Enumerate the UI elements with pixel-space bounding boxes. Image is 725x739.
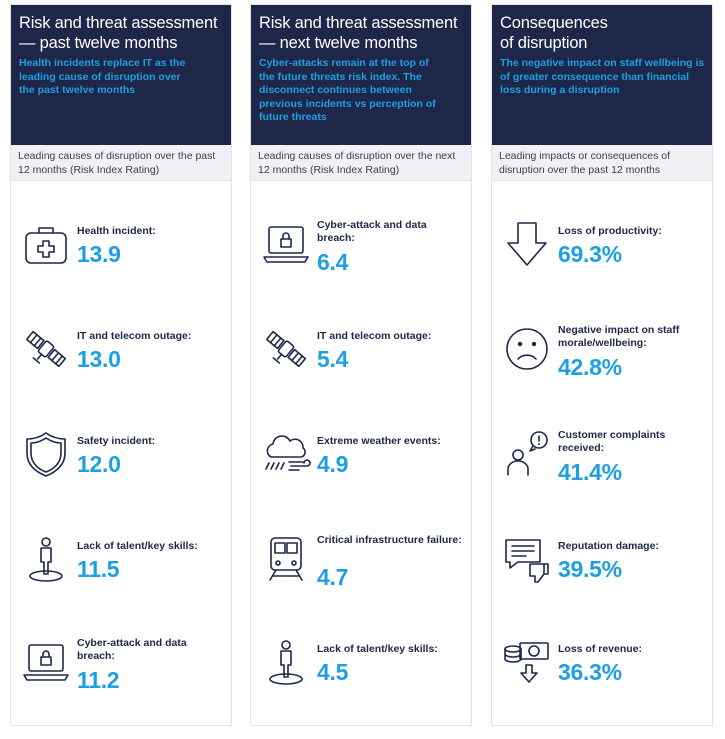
title-line-2: — next twelve months bbox=[259, 34, 418, 52]
item-value: 4.9 bbox=[317, 451, 349, 477]
list-item: Negative impact on staff morale/wellbein… bbox=[492, 320, 712, 390]
down-arrow-icon bbox=[502, 219, 552, 269]
item-label: Customer complaints received: bbox=[558, 429, 666, 454]
title-line-1: Risk and threat assessment bbox=[259, 14, 458, 32]
satellite-icon bbox=[21, 324, 71, 374]
title-line-2: — past twelve months bbox=[19, 34, 178, 52]
money-loss-icon bbox=[502, 637, 552, 687]
laptop-lock-icon bbox=[261, 219, 311, 269]
item-value: 11.5 bbox=[77, 556, 120, 582]
column-consequences: Consequences of disruption The negative i… bbox=[491, 4, 713, 726]
item-label: IT and telecom outage: bbox=[317, 330, 432, 342]
item-label: Lack of talent/key skills: bbox=[317, 643, 438, 655]
list-item: Reputation damage: 39.5% bbox=[492, 530, 712, 600]
shield-icon bbox=[21, 429, 71, 479]
train-icon bbox=[261, 534, 311, 584]
column-summary: Cyber-attacks remain at the top of the f… bbox=[259, 57, 436, 123]
item-value: 13.9 bbox=[77, 241, 121, 267]
column-header: Consequences of disruption The negative i… bbox=[492, 5, 712, 145]
item-value: 36.3% bbox=[558, 659, 622, 685]
column-next-twelve-months: Risk and threat assessment — next twelve … bbox=[250, 4, 472, 726]
person-pin-icon bbox=[21, 534, 71, 584]
item-label: Reputation damage: bbox=[558, 540, 659, 552]
satellite-icon bbox=[261, 324, 311, 374]
item-value: 11.2 bbox=[77, 667, 120, 693]
item-value: 69.3% bbox=[558, 241, 622, 267]
title-line-2: of disruption bbox=[500, 34, 588, 52]
item-value: 4.5 bbox=[317, 659, 349, 685]
item-value: 6.4 bbox=[317, 249, 349, 275]
list-item: Lack of talent/key skills: 11.5 bbox=[11, 530, 231, 600]
item-label: Loss of revenue: bbox=[558, 643, 643, 655]
list-item: Loss of revenue: 36.3% bbox=[492, 633, 712, 703]
item-label: Cyber-attack and data breach: bbox=[317, 219, 427, 244]
list-item: Extreme weather events: 4.9 bbox=[251, 425, 471, 495]
column-past-twelve-months: Risk and threat assessment — past twelve … bbox=[10, 4, 232, 726]
column-summary: Health incidents replace IT as the leadi… bbox=[19, 57, 186, 96]
column-title: Consequences of disruption bbox=[500, 13, 704, 53]
list-item: Cyber-attack and data breach: 11.2 bbox=[11, 633, 231, 703]
list-item: IT and telecom outage: 13.0 bbox=[11, 320, 231, 390]
list-item: Health incident: 13.9 bbox=[11, 215, 231, 285]
item-value: 42.8% bbox=[558, 354, 622, 380]
item-label: Loss of productivity: bbox=[558, 225, 662, 237]
list-item: Customer complaints received: 41.4% bbox=[492, 425, 712, 495]
column-summary: The negative impact on staff wellbeing i… bbox=[500, 57, 705, 96]
list-item: Loss of productivity: 69.3% bbox=[492, 215, 712, 285]
sad-face-icon bbox=[502, 324, 552, 374]
column-subheading: Leading impacts or consequences of disru… bbox=[492, 145, 712, 181]
list-item: Lack of talent/key skills: 4.5 bbox=[251, 633, 471, 703]
list-item: Cyber-attack and data breach: 6.4 bbox=[251, 215, 471, 285]
list-item: Critical infrastructure failure: 4.7 bbox=[251, 530, 471, 600]
item-value: 13.0 bbox=[77, 346, 121, 372]
column-header: Risk and threat assessment — next twelve … bbox=[251, 5, 471, 145]
column-subheading: Leading causes of disruption over the pa… bbox=[11, 145, 231, 181]
column-title: Risk and threat assessment — past twelve … bbox=[19, 13, 223, 53]
laptop-lock-icon bbox=[21, 637, 71, 687]
column-title: Risk and threat assessment — next twelve … bbox=[259, 13, 463, 53]
item-value: 39.5% bbox=[558, 556, 622, 582]
column-header: Risk and threat assessment — past twelve … bbox=[11, 5, 231, 145]
item-label: Negative impact on staff morale/wellbein… bbox=[558, 324, 680, 349]
person-pin-icon bbox=[261, 637, 311, 687]
item-label: Critical infrastructure failure: bbox=[317, 534, 462, 546]
item-label: Health incident: bbox=[77, 225, 156, 237]
item-label: Extreme weather events: bbox=[317, 435, 441, 447]
item-value: 5.4 bbox=[317, 346, 349, 372]
thumbs-down-chat-icon bbox=[502, 534, 552, 584]
complaint-person-icon bbox=[502, 429, 552, 479]
list-item: IT and telecom outage: 5.4 bbox=[251, 320, 471, 390]
title-line-1: Consequences bbox=[500, 14, 608, 32]
list-item: Safety incident: 12.0 bbox=[11, 425, 231, 495]
item-value: 41.4% bbox=[558, 459, 622, 485]
item-value: 4.7 bbox=[317, 564, 349, 590]
item-label: Safety incident: bbox=[77, 435, 156, 447]
first-aid-kit-icon bbox=[21, 219, 71, 269]
item-value: 12.0 bbox=[77, 451, 121, 477]
storm-cloud-icon bbox=[261, 429, 311, 479]
item-label: Lack of talent/key skills: bbox=[77, 540, 198, 552]
title-line-1: Risk and threat assessment bbox=[19, 14, 218, 32]
item-label: Cyber-attack and data breach: bbox=[77, 637, 187, 662]
item-label: IT and telecom outage: bbox=[77, 330, 192, 342]
column-subheading: Leading causes of disruption over the ne… bbox=[251, 145, 471, 181]
